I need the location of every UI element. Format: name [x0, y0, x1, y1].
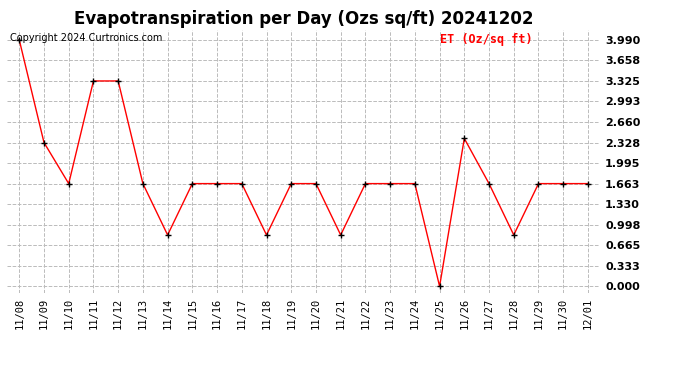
- Text: Copyright 2024 Curtronics.com: Copyright 2024 Curtronics.com: [10, 33, 162, 43]
- Text: ET (Oz/sq ft): ET (Oz/sq ft): [440, 33, 533, 46]
- Title: Evapotranspiration per Day (Ozs sq/ft) 20241202: Evapotranspiration per Day (Ozs sq/ft) 2…: [74, 10, 533, 28]
